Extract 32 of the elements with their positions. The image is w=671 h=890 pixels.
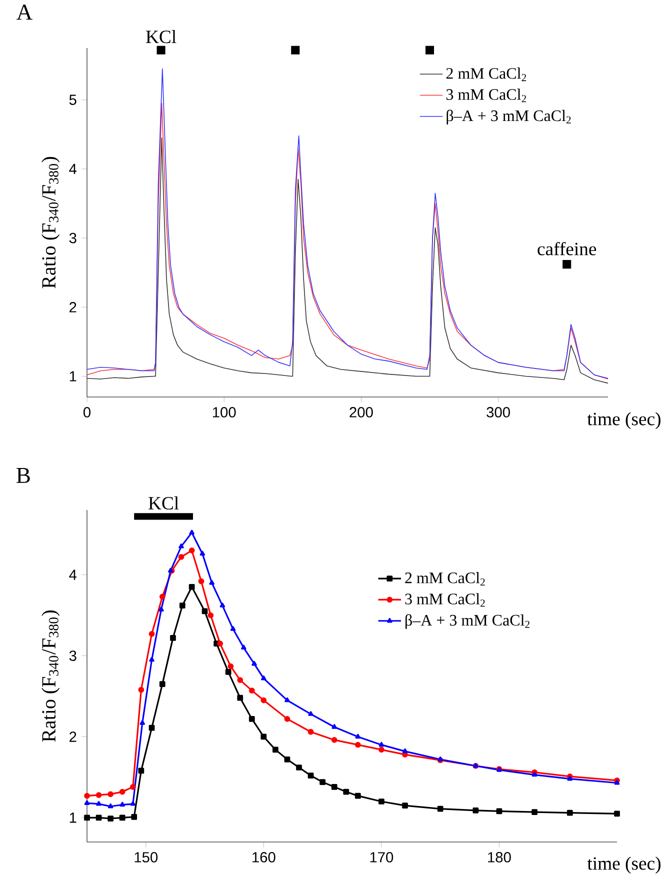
x-tick-label: 180	[488, 852, 511, 862]
y-tick-label: 4	[69, 570, 77, 580]
annotation: KCl	[148, 496, 179, 510]
annotation: caffeine	[538, 242, 596, 256]
legend-label: β–A + 3 mM CaCl$_{2}$	[406, 614, 530, 629]
x-tick-label: 100	[212, 407, 236, 418]
x-tick-label: 0	[83, 407, 90, 418]
x-axis-title: time (sec)	[587, 856, 660, 874]
x-axis-title: time (sec)	[587, 412, 660, 430]
y-tick-label: 2	[70, 302, 76, 312]
x-tick-label: 150	[134, 852, 158, 862]
y-tick-label: 5	[69, 94, 76, 105]
y-tick-label: 3	[69, 650, 76, 661]
chart-title: B	[16, 468, 30, 483]
chart-title: A	[16, 4, 33, 20]
y-tick-label: 3	[69, 232, 76, 244]
y-axis-title: Ratio (F$_{340}$/F$_{380}$)	[42, 157, 60, 288]
y-tick-label: 1	[70, 812, 76, 823]
y-axis-title: Ratio (F$_{340}$/F$_{380}$)	[42, 610, 60, 742]
y-tick-label: 4	[69, 164, 77, 174]
x-tick-label: 300	[486, 407, 510, 418]
x-tick-label: 200	[350, 407, 373, 418]
legend-label: 3 mM CaCl$_{2}$	[405, 593, 485, 607]
x-tick-label: 170	[370, 852, 394, 862]
legend-label: β–A + 3 mM CaCl$_{2}$	[446, 110, 571, 124]
y-tick-label: 1	[70, 371, 76, 382]
legend-label: 3 mM CaCl$_{2}$	[446, 88, 526, 102]
annotation: KCl	[146, 30, 176, 44]
y-tick-label: 2	[70, 732, 76, 742]
legend-label: 2 mM CaCl$_{2}$	[446, 68, 526, 82]
legend-label: 2 mM CaCl$_{2}$	[405, 572, 485, 586]
x-tick-label: 160	[252, 852, 276, 862]
